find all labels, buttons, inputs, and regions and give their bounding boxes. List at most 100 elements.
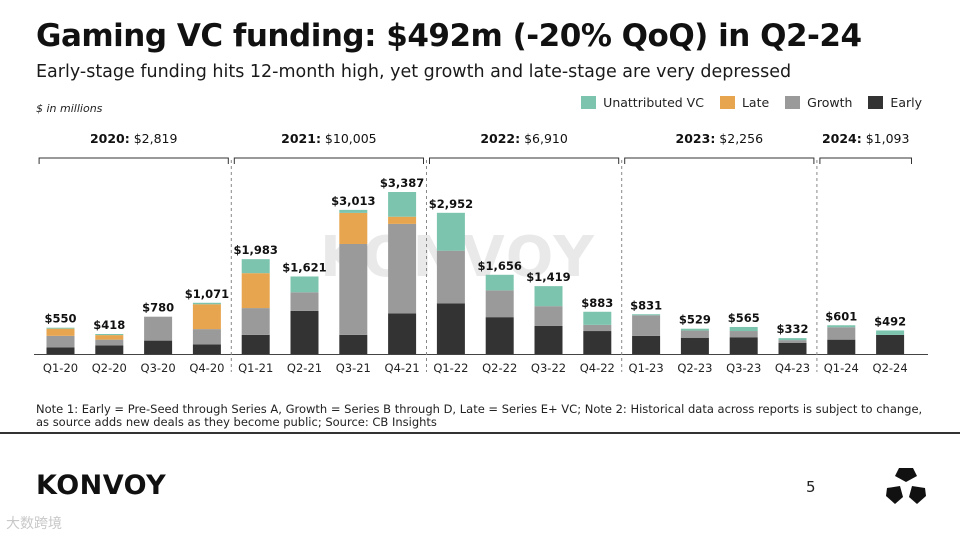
bar-total-label: $529 (679, 313, 711, 327)
bar-total-label: $2,952 (429, 197, 473, 211)
bar-segment-early (436, 303, 465, 354)
x-tick-label: Q4-21 (385, 361, 420, 375)
bar-segment-growth (534, 306, 563, 326)
bar-segment-early (583, 331, 612, 354)
bar-segment-unattributed-vc (583, 311, 612, 325)
year-bracket (233, 157, 424, 164)
x-tick-label: Q1-23 (629, 361, 664, 375)
bar-total-label: $332 (776, 322, 808, 336)
chart-legend: Unattributed VC Late Growth Early (581, 95, 922, 110)
konvoy-mark-icon (886, 468, 926, 504)
legend-item-unattributed: Unattributed VC (581, 95, 704, 110)
bar-segment-early (729, 337, 758, 354)
legend-item-late: Late (719, 95, 770, 110)
bar-segment-unattributed-vc (241, 259, 270, 274)
bar-segment-unattributed-vc (192, 302, 221, 305)
bar-segment-growth (485, 290, 514, 318)
page-number: 5 (806, 478, 816, 496)
x-tick-label: Q1-21 (238, 361, 273, 375)
x-tick-label: Q2-21 (287, 361, 322, 375)
x-tick-label: Q3-21 (336, 361, 371, 375)
bar-total-label: $492 (874, 314, 906, 328)
bar-segment-late (339, 212, 368, 244)
bar-segment-early (192, 344, 221, 354)
bar-total-label: $780 (142, 301, 174, 315)
bar-segment-early (876, 334, 905, 354)
bar-segment-early (778, 342, 807, 354)
legend-swatch-unattributed (581, 96, 597, 109)
legend-swatch-early (868, 96, 884, 109)
bar-segment-growth (388, 223, 417, 314)
bar-total-label: $3,387 (380, 176, 424, 190)
footer-divider (0, 432, 960, 434)
legend-label-unattributed: Unattributed VC (603, 95, 704, 110)
bar-total-label: $1,621 (282, 260, 326, 274)
bar-total-label: $565 (728, 311, 760, 325)
legend-swatch-growth (785, 96, 801, 109)
bar-segment-early (95, 345, 124, 354)
bar-segment-growth (95, 339, 124, 346)
bar-segment-unattributed-vc (95, 334, 124, 336)
year-bracket (38, 157, 229, 164)
bar-total-label: $601 (825, 309, 857, 323)
bar-total-label: $1,983 (234, 243, 278, 257)
bar-segment-growth (46, 335, 75, 348)
bar-segment-early (680, 337, 709, 354)
legend-label-growth: Growth (807, 95, 853, 110)
bar-segment-unattributed-vc (729, 326, 758, 332)
bar-segment-growth (144, 316, 173, 341)
bar-segment-late (46, 328, 75, 336)
bar-segment-growth (339, 243, 368, 335)
bar-segment-late (95, 335, 124, 340)
footnote: Note 1: Early = Pre-Seed through Series … (36, 402, 923, 429)
bar-segment-early (534, 325, 563, 354)
year-bracket (819, 157, 912, 164)
bar-total-label: $831 (630, 298, 662, 312)
bar-segment-early (241, 334, 270, 354)
legend-label-early: Early (890, 95, 922, 110)
bar-total-label: $1,071 (185, 287, 229, 301)
bar-segment-unattributed-vc (290, 276, 319, 293)
bar-segment-unattributed-vc (680, 328, 709, 331)
bar-total-label: $883 (581, 296, 613, 310)
bar-segment-unattributed-vc (388, 192, 417, 217)
bar-total-label: $1,656 (478, 259, 522, 273)
x-tick-label: Q2-22 (482, 361, 517, 375)
corner-watermark: 大数跨境 (6, 516, 62, 532)
bar-segment-growth (290, 292, 319, 311)
bar-segment-late (388, 216, 417, 224)
bar-segment-unattributed-vc (778, 338, 807, 341)
legend-swatch-late (719, 96, 735, 109)
bar-segment-growth (583, 324, 612, 332)
page-title: Gaming VC funding: $492m (-20% QoQ) in Q… (36, 18, 862, 54)
bar-segment-unattributed-vc (436, 212, 465, 251)
x-tick-label: Q2-24 (873, 361, 908, 375)
bar-segment-unattributed-vc (632, 314, 661, 316)
x-tick-label: Q3-22 (531, 361, 566, 375)
bar-total-label: $3,013 (331, 194, 375, 208)
bar-segment-growth (632, 315, 661, 336)
x-tick-label: Q4-22 (580, 361, 615, 375)
bar-segment-growth (436, 250, 465, 304)
x-tick-label: Q4-20 (189, 361, 224, 375)
bar-segment-late (241, 273, 270, 309)
bar-segment-early (632, 335, 661, 354)
bar-segment-growth (241, 308, 270, 335)
bar-segment-late (192, 304, 221, 330)
bar-segment-early (290, 310, 319, 354)
x-tick-label: Q1-22 (433, 361, 468, 375)
bar-segment-early (339, 334, 368, 354)
legend-label-late: Late (741, 95, 770, 110)
bar-segment-growth (729, 331, 758, 338)
bar-total-label: $1,419 (526, 270, 570, 284)
bar-segment-early (144, 340, 173, 354)
year-total-label: 2020: $2,819 (90, 131, 178, 146)
units-label: $ in millions (36, 102, 103, 115)
bar-segment-unattributed-vc (876, 330, 905, 335)
year-total-label: 2022: $6,910 (480, 131, 568, 146)
year-bracket (429, 157, 620, 164)
bar-segment-unattributed-vc (485, 274, 514, 291)
bar-segment-unattributed-vc (339, 209, 368, 213)
x-tick-label: Q1-20 (43, 361, 78, 375)
year-total-label: 2024: $1,093 (822, 131, 910, 146)
